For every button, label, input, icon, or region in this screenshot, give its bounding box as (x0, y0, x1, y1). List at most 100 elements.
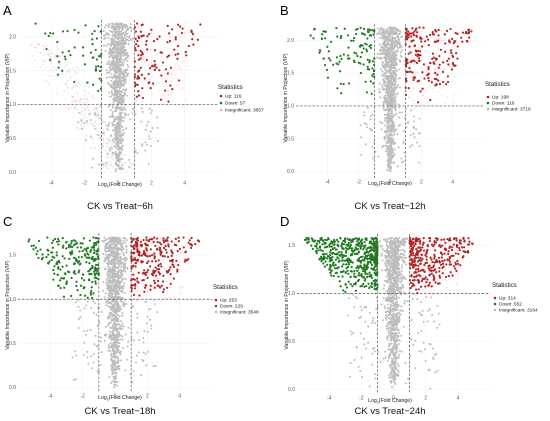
scatter-point-insignificant (109, 326, 112, 329)
scatter-point-up (431, 52, 435, 55)
scatter-point-up (130, 289, 133, 293)
scatter-point-insignificant (390, 136, 393, 139)
scatter-point-insignificant (119, 83, 122, 86)
scatter-point-background (180, 245, 183, 248)
scatter-point-insignificant (381, 31, 384, 34)
scatter-point-insignificant (106, 283, 109, 286)
scatter-point-up (420, 40, 423, 43)
scatter-point-down (321, 33, 324, 36)
scatter-point-down (54, 237, 57, 241)
scatter-point-down (81, 242, 84, 245)
scatter-point-down (75, 259, 78, 263)
scatter-point-up (422, 63, 426, 66)
scatter-point-insignificant (71, 356, 74, 359)
scatter-point-insignificant (363, 114, 366, 117)
scatter-point-down (83, 63, 87, 66)
scatter-point-down (57, 243, 60, 246)
scatter-point-background (163, 267, 166, 270)
scatter-point-insignificant (129, 118, 132, 121)
scatter-point-background (155, 278, 157, 281)
scatter-point-insignificant (381, 70, 384, 73)
scatter-point-background (408, 50, 411, 52)
scatter-point-insignificant (156, 116, 159, 119)
scatter-point-down (62, 295, 66, 298)
scatter-point-insignificant (382, 106, 385, 109)
scatter-point-up (155, 274, 158, 277)
scatter-point-background (37, 43, 39, 46)
scatter-point-down (36, 250, 39, 253)
scatter-point-background (143, 61, 146, 64)
scatter-point-up (174, 237, 177, 240)
scatter-point-insignificant (110, 115, 113, 118)
scatter-point-insignificant (74, 350, 77, 353)
scatter-point-insignificant (376, 27, 379, 30)
scatter-point-background (160, 65, 163, 67)
scatter-point-insignificant (114, 383, 117, 386)
scatter-point-down (90, 296, 94, 300)
y-tick-label: 1.5 (9, 68, 16, 74)
legend-marker-up (486, 95, 490, 99)
scatter-point-up (135, 95, 138, 98)
scatter-point-up (156, 240, 159, 244)
panel-letter: C (3, 214, 12, 229)
scatter-point-insignificant (124, 90, 127, 93)
scatter-point-insignificant (120, 57, 123, 60)
scatter-point-up (177, 79, 181, 82)
scatter-point-insignificant (383, 113, 386, 116)
scatter-point-insignificant (382, 78, 385, 81)
scatter-point-up (407, 87, 410, 90)
scatter-point-down (95, 37, 99, 40)
scatter-point-down (76, 246, 79, 249)
scatter-point-background (429, 64, 432, 67)
scatter-point-insignificant (108, 278, 111, 281)
scatter-point-up (134, 46, 137, 50)
scatter-point-down (83, 253, 86, 256)
scatter-point-down (94, 263, 98, 266)
scatter-point-background (78, 100, 81, 102)
scatter-point-insignificant (111, 106, 114, 109)
scatter-point-up (415, 34, 418, 37)
scatter-point-insignificant (396, 49, 399, 52)
scatter-point-insignificant (121, 144, 124, 147)
x-axis-title: Log2(Fold Change) (368, 181, 412, 188)
scatter-point-insignificant (384, 49, 387, 52)
scatter-point-up (133, 257, 136, 260)
scatter-point-background (30, 43, 33, 46)
scatter-point-background (64, 65, 67, 68)
scatter-point-insignificant (113, 120, 116, 123)
scatter-point-insignificant (391, 74, 394, 77)
scatter-point-background (175, 67, 177, 70)
scatter-point-insignificant (118, 139, 121, 142)
scatter-point-insignificant (113, 343, 116, 346)
scatter-point-background (76, 126, 78, 129)
scatter-point-insignificant (119, 108, 122, 111)
scatter-point-insignificant (119, 338, 122, 341)
scatter-point-background (91, 123, 94, 126)
scatter-point-insignificant (380, 68, 383, 71)
scatter-point-up (162, 288, 166, 291)
scatter-point-background (173, 296, 176, 299)
scatter-point-background (417, 104, 420, 107)
scatter-point-insignificant (118, 72, 121, 75)
scatter-point-insignificant (125, 251, 128, 254)
scatter-point-down (76, 261, 80, 264)
scatter-point-up (145, 238, 148, 242)
scatter-point-down (61, 265, 64, 268)
scatter-point-insignificant (123, 88, 126, 91)
scatter-point-background (34, 59, 37, 62)
scatter-point-insignificant (122, 305, 125, 308)
scatter-point-background (169, 271, 172, 274)
scatter-point-insignificant (126, 28, 129, 31)
scatter-point-up (427, 38, 430, 41)
scatter-point-background (137, 25, 140, 28)
scatter-point-insignificant (386, 120, 389, 123)
scatter-point-down (81, 46, 85, 49)
scatter-point-up (157, 268, 161, 271)
scatter-point-insignificant (119, 115, 122, 118)
scatter-point-background (78, 101, 81, 104)
scatter-point-up (158, 246, 162, 249)
scatter-point-down (93, 244, 96, 247)
scatter-point-up (434, 29, 437, 32)
scatter-point-down (79, 293, 82, 297)
scatter-point-insignificant (118, 247, 121, 250)
